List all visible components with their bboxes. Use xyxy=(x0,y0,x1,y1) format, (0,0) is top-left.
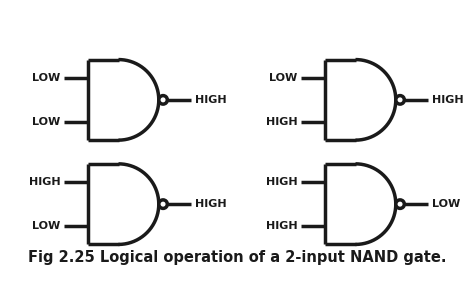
Text: HIGH: HIGH xyxy=(29,177,61,187)
Text: Fig 2.25 Logical operation of a 2-input NAND gate.: Fig 2.25 Logical operation of a 2-input … xyxy=(28,250,446,264)
Text: LOW: LOW xyxy=(431,199,460,209)
Text: HIGH: HIGH xyxy=(431,95,463,105)
Text: HIGH: HIGH xyxy=(195,199,226,209)
Text: LOW: LOW xyxy=(269,73,298,83)
Circle shape xyxy=(396,200,404,209)
Circle shape xyxy=(159,95,167,104)
Text: HIGH: HIGH xyxy=(266,177,298,187)
Text: HIGH: HIGH xyxy=(266,221,298,231)
Text: HIGH: HIGH xyxy=(195,95,226,105)
Text: LOW: LOW xyxy=(32,221,61,231)
Circle shape xyxy=(396,95,404,104)
Text: LOW: LOW xyxy=(32,73,61,83)
Text: LOW: LOW xyxy=(32,117,61,127)
Circle shape xyxy=(159,200,167,209)
Text: HIGH: HIGH xyxy=(266,117,298,127)
